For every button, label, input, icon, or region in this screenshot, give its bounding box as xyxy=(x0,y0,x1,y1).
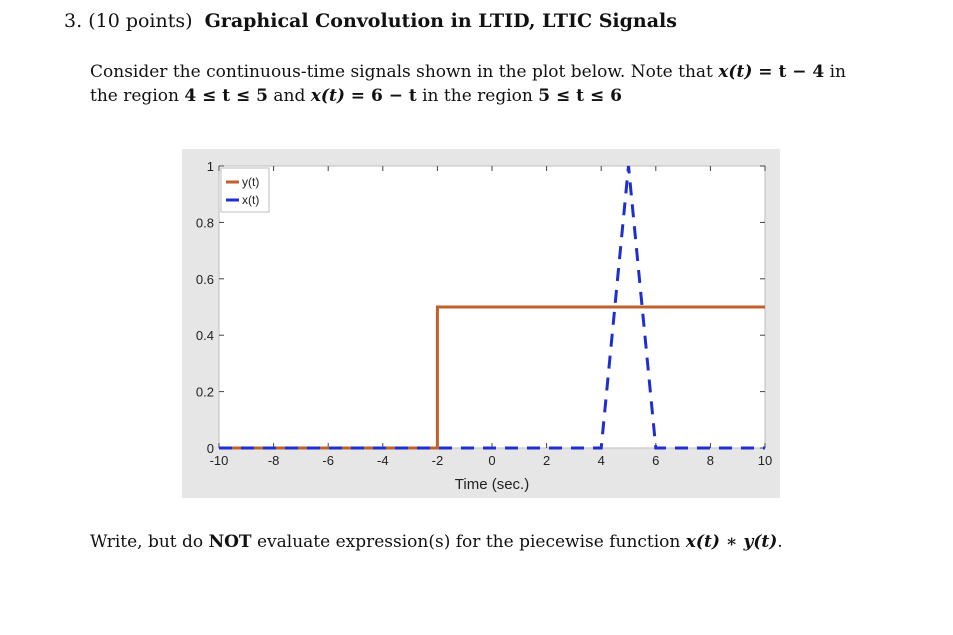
x-tick-label: 0 xyxy=(488,453,495,468)
y-tick-label: 0.6 xyxy=(196,272,214,287)
intro-text-1: Consider the continuous-time signals sho… xyxy=(90,62,719,82)
intro-text-3: the region xyxy=(90,86,185,106)
intro-math-range2: 5 ≤ t ≤ 6 xyxy=(538,86,622,106)
x-tick-label: -10 xyxy=(210,453,229,468)
y-tick-label: 0 xyxy=(207,441,214,456)
intro-math-xt2: x(t) xyxy=(310,86,345,106)
x-tick-label: 10 xyxy=(758,453,772,468)
y-tick-label: 0.4 xyxy=(196,328,214,343)
intro-math-range1: 4 ≤ t ≤ 5 xyxy=(184,86,269,106)
x-tick-label: 4 xyxy=(598,453,605,468)
x-tick-label: -4 xyxy=(377,453,389,468)
x-axis-label: Time (sec.) xyxy=(455,476,529,493)
intro-text-4: and xyxy=(268,86,311,106)
question-text-2: evaluate expression(s) for the piecewise… xyxy=(251,532,686,552)
problem-header: 3. (10 points) Graphical Convolution in … xyxy=(64,10,677,32)
legend-label: y(t) xyxy=(242,175,259,189)
question-text-3: . xyxy=(777,532,783,552)
question-expr: x(t) ∗ y(t) xyxy=(685,532,778,552)
signal-plot-svg: -10 -8 -6 -4 -2 0 2 4 6 8 10 0 0.2 0.4 0.6 0.8 1 y(t) x(t)… xyxy=(196,159,772,493)
series-line-yt xyxy=(219,305,765,450)
y-tick-label: 0.2 xyxy=(196,385,214,400)
x-tick-label: 8 xyxy=(707,453,714,468)
intro-text-5: in the region xyxy=(416,86,539,106)
question-text-1: Write, but do xyxy=(90,532,209,552)
problem-question: Write, but do NOT evaluate expression(s)… xyxy=(90,530,783,554)
question-not: NOT xyxy=(208,532,252,552)
series-line-xt xyxy=(219,165,765,450)
y-tick-label: 0.8 xyxy=(196,215,214,230)
y-tick-label: 1 xyxy=(207,159,214,174)
problem-points: (10 points) xyxy=(88,10,193,32)
x-tick-label: -6 xyxy=(322,453,334,468)
x-tick-label: 2 xyxy=(543,453,550,468)
legend-label: x(t) xyxy=(242,193,259,207)
signal-plot: -10 -8 -6 -4 -2 0 2 4 6 8 10 0 0.2 0.4 0.6 0.8 1 y(t) x(t)… xyxy=(182,149,780,498)
intro-math-eq2: = 6 − t xyxy=(344,86,417,106)
intro-text-2: in xyxy=(824,62,847,82)
legend-box xyxy=(220,167,270,213)
problem-intro: Consider the continuous-time signals sho… xyxy=(90,60,846,108)
x-tick-label: -2 xyxy=(432,453,444,468)
x-tick-label: -8 xyxy=(268,453,280,468)
x-tick-label: 6 xyxy=(652,453,659,468)
intro-math-xt: x(t) xyxy=(718,62,753,82)
problem-title: Graphical Convolution in LTID, LTIC Sign… xyxy=(204,10,677,32)
problem-number: 3. xyxy=(64,10,83,32)
intro-math-eq1: = t − 4 xyxy=(752,62,825,82)
